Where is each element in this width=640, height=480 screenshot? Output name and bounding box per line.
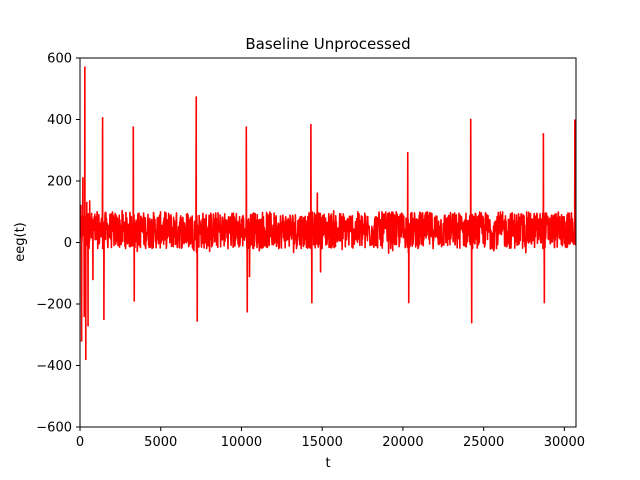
y-tick-label: −400 [36, 359, 72, 374]
y-tick-label: 200 [47, 175, 72, 190]
y-tick-label: 0 [64, 236, 72, 251]
chart-title: Baseline Unprocessed [245, 35, 410, 53]
y-tick-label: 400 [47, 113, 72, 128]
y-tick-label: 600 [47, 52, 72, 67]
spike-point [84, 66, 86, 69]
y-tick-label: −200 [36, 298, 72, 313]
spike-point [87, 324, 89, 327]
spike-point [245, 126, 248, 128]
x-tick-label: 5000 [144, 435, 177, 450]
x-tick-label: 25000 [463, 435, 504, 450]
spike-point [316, 192, 319, 195]
spike-point [103, 318, 105, 321]
x-tick-label: 15000 [302, 435, 343, 450]
spike-point [92, 278, 94, 281]
y-tick-label: −600 [36, 421, 72, 436]
y-axis-label: eeg(t) [13, 222, 28, 262]
spike-point [248, 275, 251, 278]
spike-point [133, 300, 136, 302]
spike-point [195, 96, 198, 98]
spike-point [319, 270, 322, 273]
spike-point [88, 200, 91, 202]
spike-point [83, 315, 85, 318]
spike-point [85, 358, 87, 361]
spike-point [543, 301, 546, 304]
x-tick-label: 30000 [544, 435, 585, 450]
spike-point [196, 320, 199, 322]
x-tick-label: 10000 [221, 435, 262, 450]
spike-point [85, 201, 88, 204]
spike-point [246, 310, 249, 313]
spike-point [80, 340, 83, 342]
x-tick-label: 0 [76, 435, 84, 450]
spike-point [407, 301, 410, 304]
spike-point [469, 118, 472, 121]
y-axis: −600 −400 −200 0 200 400 600 [36, 52, 80, 436]
spike-point [542, 133, 545, 135]
series-line [80, 66, 576, 361]
spike-point [574, 119, 576, 121]
spike-point [311, 301, 313, 304]
x-axis: 0 5000 10000 15000 20000 25000 30000 [76, 427, 585, 450]
x-axis-label: t [325, 456, 330, 471]
spike-point [406, 151, 409, 154]
spike-point [470, 321, 473, 324]
spike-point [101, 117, 104, 119]
spike-point [132, 126, 135, 128]
spike-point [82, 177, 84, 179]
spike-point [310, 123, 312, 126]
x-tick-label: 20000 [382, 435, 423, 450]
